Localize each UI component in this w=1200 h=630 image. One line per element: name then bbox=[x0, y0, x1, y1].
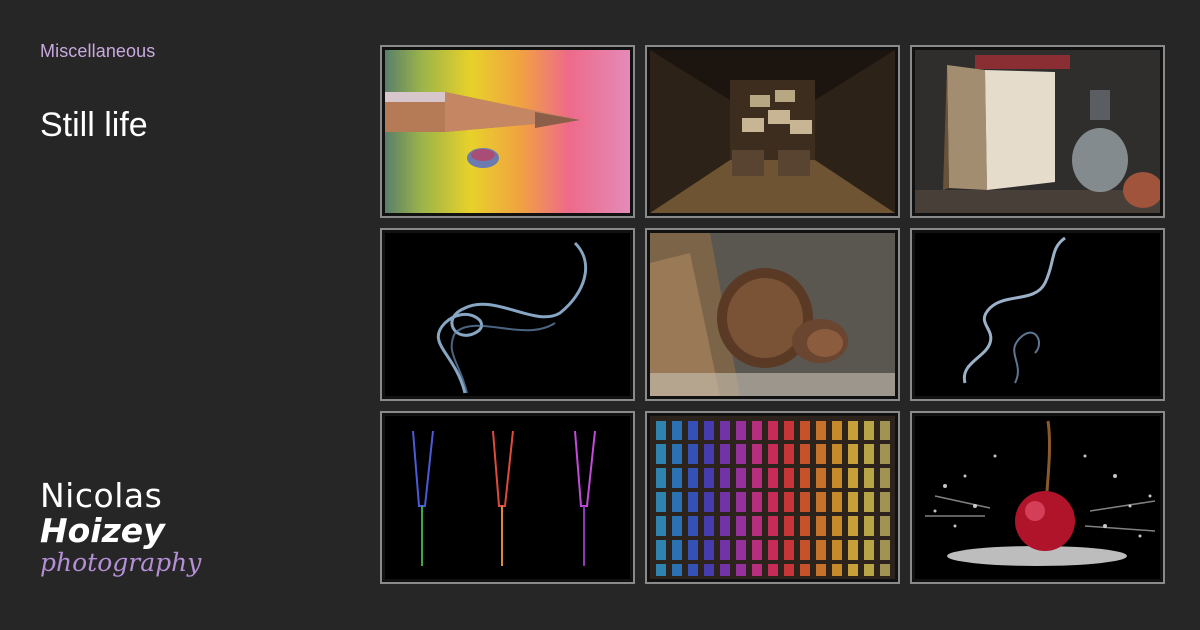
gallery-thumbnail-9[interactable] bbox=[910, 411, 1165, 584]
photographer-logo[interactable]: Nicolas Hoizey photography bbox=[40, 476, 202, 578]
gallery-thumbnail-2[interactable] bbox=[645, 45, 900, 218]
photo-smoke-swirl bbox=[385, 233, 630, 396]
photo-colored-glasses bbox=[385, 416, 630, 579]
photo-rusty-bolt bbox=[650, 233, 895, 396]
photo-wine-cellar-bottles bbox=[650, 50, 895, 213]
photo-smoke-wisp bbox=[915, 233, 1160, 396]
gallery-thumbnail-6[interactable] bbox=[910, 228, 1165, 401]
gallery-thumbnail-5[interactable] bbox=[645, 228, 900, 401]
gallery-thumbnail-4[interactable] bbox=[380, 228, 635, 401]
gallery-thumbnail-7[interactable] bbox=[380, 411, 635, 584]
gallery-thumbnail-3[interactable] bbox=[910, 45, 1165, 218]
gallery-thumbnail-8[interactable] bbox=[645, 411, 900, 584]
photo-rainbow-pencil-drop bbox=[385, 50, 630, 213]
logo-last-name: Hoizey bbox=[40, 511, 165, 550]
logo-tagline: photography bbox=[40, 548, 202, 577]
gallery-thumbnail-1[interactable] bbox=[380, 45, 635, 218]
page-title: Still life bbox=[40, 106, 148, 144]
logo-first-name: Nicolas bbox=[40, 476, 163, 515]
photo-old-book-oil-lamp bbox=[915, 50, 1160, 213]
photo-colored-jars-grid bbox=[650, 416, 895, 579]
photo-cherry-splash bbox=[915, 416, 1160, 579]
category-label[interactable]: Miscellaneous bbox=[40, 41, 156, 61]
